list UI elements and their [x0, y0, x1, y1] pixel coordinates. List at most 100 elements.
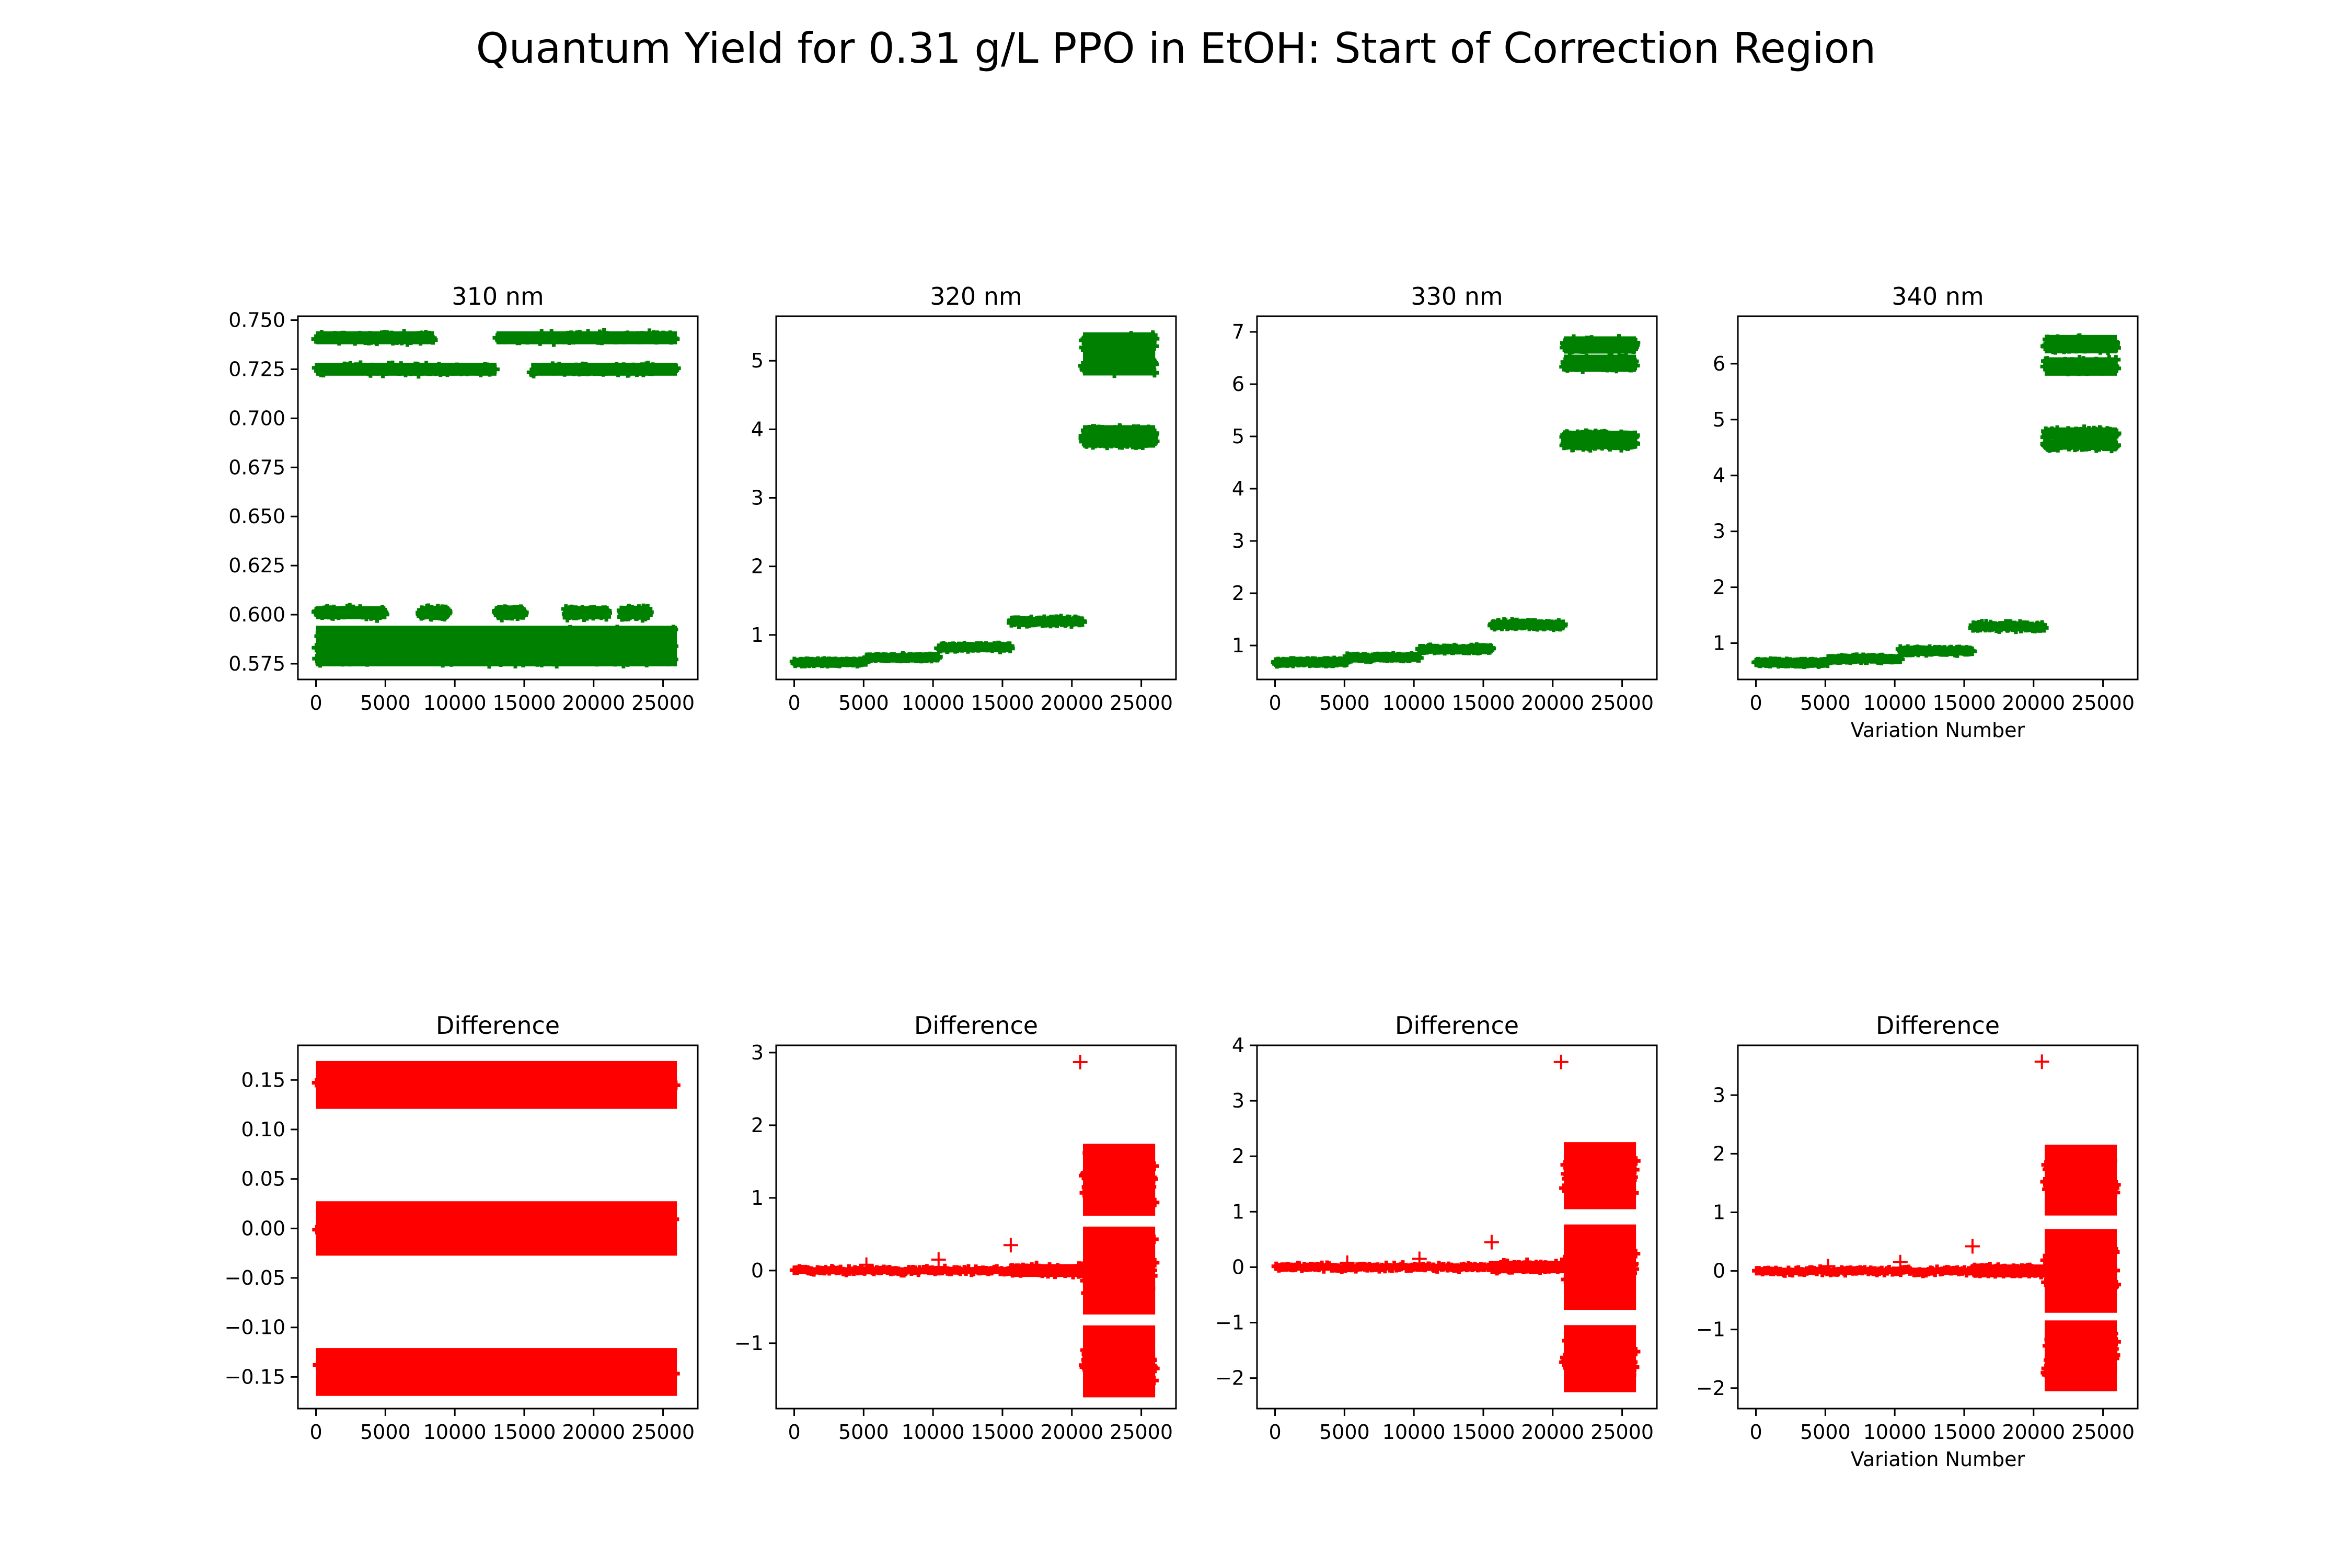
series-markers [1271, 334, 1641, 669]
subplot-2: 320 nm 0 5000 10000 15000 20000 25000 1 2 3 4 5 [751, 282, 1177, 714]
y-tick-label: 0.600 [228, 603, 285, 626]
marker-band [316, 1201, 677, 1256]
marker-band [316, 653, 677, 666]
outlier-marker [1484, 1235, 1499, 1250]
x-tick-label: 10000 [423, 1421, 487, 1444]
y-tick-label: 5 [1713, 408, 1725, 431]
y-tick-label: 4 [1713, 464, 1725, 487]
marker-band [866, 655, 939, 661]
x-axis-label: Variation Number [1851, 719, 2025, 742]
x-tick-label: 15000 [1452, 1421, 1515, 1444]
marker-band [1756, 660, 1828, 666]
y-tick-label: 0.675 [228, 456, 285, 479]
marker-band [794, 660, 867, 665]
y-tick-label: 0.700 [228, 407, 285, 430]
axes-frame [1256, 1044, 1658, 1410]
marker-band [2045, 1229, 2117, 1313]
marker-band [420, 606, 448, 619]
marker-band [1010, 617, 1083, 625]
x-tick-label: 20000 [1040, 691, 1103, 714]
x-tick-label: 0 [788, 1421, 800, 1444]
marker-band [316, 363, 497, 376]
subplot-3: 330 nm 0 5000 10000 15000 20000 25000 1 2 3 4 5 6 7 [1232, 282, 1658, 714]
y-tick-label: 3 [1713, 1083, 1725, 1106]
y-tick-label: 2 [1713, 576, 1725, 599]
y-tick-label: 6 [1232, 373, 1244, 396]
subplot-6: Difference 0 5000 10000 15000 20000 25000 −1 0 1 2… [734, 1011, 1177, 1444]
x-tick-label: 15000 [971, 691, 1034, 714]
x-tick-label: 0 [309, 691, 322, 714]
marker-band [1083, 332, 1156, 355]
y-tick-label: 1 [1232, 1200, 1244, 1223]
x-tick-label: 0 [788, 691, 800, 714]
x-tick-label: 25000 [1590, 1421, 1654, 1444]
y-tick-label: 0.575 [228, 652, 285, 675]
marker-band [1564, 1142, 1636, 1209]
x-tick-label: 0 [309, 1421, 322, 1444]
outlier-marker [1073, 1054, 1088, 1069]
outlier-marker [1820, 1259, 1836, 1274]
y-tick-label: −1 [1696, 1318, 1725, 1341]
subplot-title: 340 nm [1892, 282, 1984, 310]
y-tick-label: 5 [1232, 425, 1244, 448]
x-tick-label: 20000 [562, 691, 625, 714]
marker-band [1564, 336, 1636, 354]
x-tick-label: 5000 [838, 691, 889, 714]
marker-band [2045, 440, 2117, 450]
subplot-8: Difference 0 5000 10000 15000 20000 25000 −2 −1 0… [1696, 1011, 2139, 1471]
x-tick-label: 25000 [1590, 691, 1654, 714]
y-tick-label: 4 [1232, 477, 1244, 500]
axes-frame [1256, 315, 1658, 681]
marker-cloud [1751, 333, 2122, 670]
y-tick-label: 0 [1713, 1260, 1725, 1283]
x-tick-label: 15000 [1452, 691, 1515, 714]
marker-band [1900, 648, 1973, 654]
outlier-marker [1965, 1239, 1980, 1254]
y-tick-label: 2 [751, 555, 764, 578]
y-tick-label: 0.10 [241, 1118, 285, 1141]
x-tick-label: 5000 [1800, 691, 1851, 714]
outlier-marker [859, 1257, 874, 1272]
marker-band [794, 1267, 1011, 1274]
x-tick-label: 5000 [1319, 691, 1370, 714]
marker-band [1491, 1261, 1564, 1274]
y-tick-label: 3 [751, 487, 764, 510]
outlier-marker [1340, 1255, 1355, 1270]
y-tick-label: 3 [751, 1041, 764, 1064]
marker-band [496, 606, 524, 619]
x-tick-label: 5000 [360, 1421, 411, 1444]
y-tick-label: 2 [1232, 582, 1244, 605]
y-tick-label: 3 [1232, 1089, 1244, 1112]
axes-frame [1737, 315, 2139, 681]
y-tick-label: 0 [1232, 1255, 1244, 1278]
x-tick-label: 0 [1749, 691, 1762, 714]
y-tick-label: 7 [1232, 320, 1244, 343]
marker-band [316, 331, 434, 344]
marker-band [1564, 1224, 1636, 1310]
series-markers [1752, 1145, 2121, 1391]
marker-band [1564, 431, 1636, 442]
x-tick-label: 10000 [423, 691, 487, 714]
marker-band [1972, 1264, 2045, 1277]
subplot-7: Difference 0 5000 10000 15000 20000 25000 −2 −1 0… [1215, 1011, 1658, 1444]
marker-band [496, 331, 677, 344]
series-markers [1271, 1142, 1641, 1392]
x-tick-label: 10000 [1863, 1421, 1927, 1444]
outlier-marker [1003, 1238, 1018, 1253]
marker-band [1828, 656, 1900, 662]
x-tick-label: 0 [1269, 691, 1281, 714]
x-tick-label: 25000 [631, 691, 695, 714]
marker-band [1564, 354, 1636, 372]
marker-band [316, 1060, 677, 1109]
x-tick-label: 25000 [1110, 1421, 1173, 1444]
marker-band [1419, 646, 1492, 652]
y-tick-label: 1 [751, 1186, 764, 1209]
x-tick-label: 15000 [1933, 1421, 1996, 1444]
x-tick-label: 10000 [1382, 691, 1446, 714]
y-tick-label: 5 [751, 349, 764, 372]
marker-band [1083, 1144, 1156, 1216]
y-tick-label: −0.05 [225, 1266, 285, 1289]
axes-frame [775, 1044, 1177, 1410]
marker-band [1972, 622, 2045, 630]
marker-band [1083, 353, 1156, 376]
